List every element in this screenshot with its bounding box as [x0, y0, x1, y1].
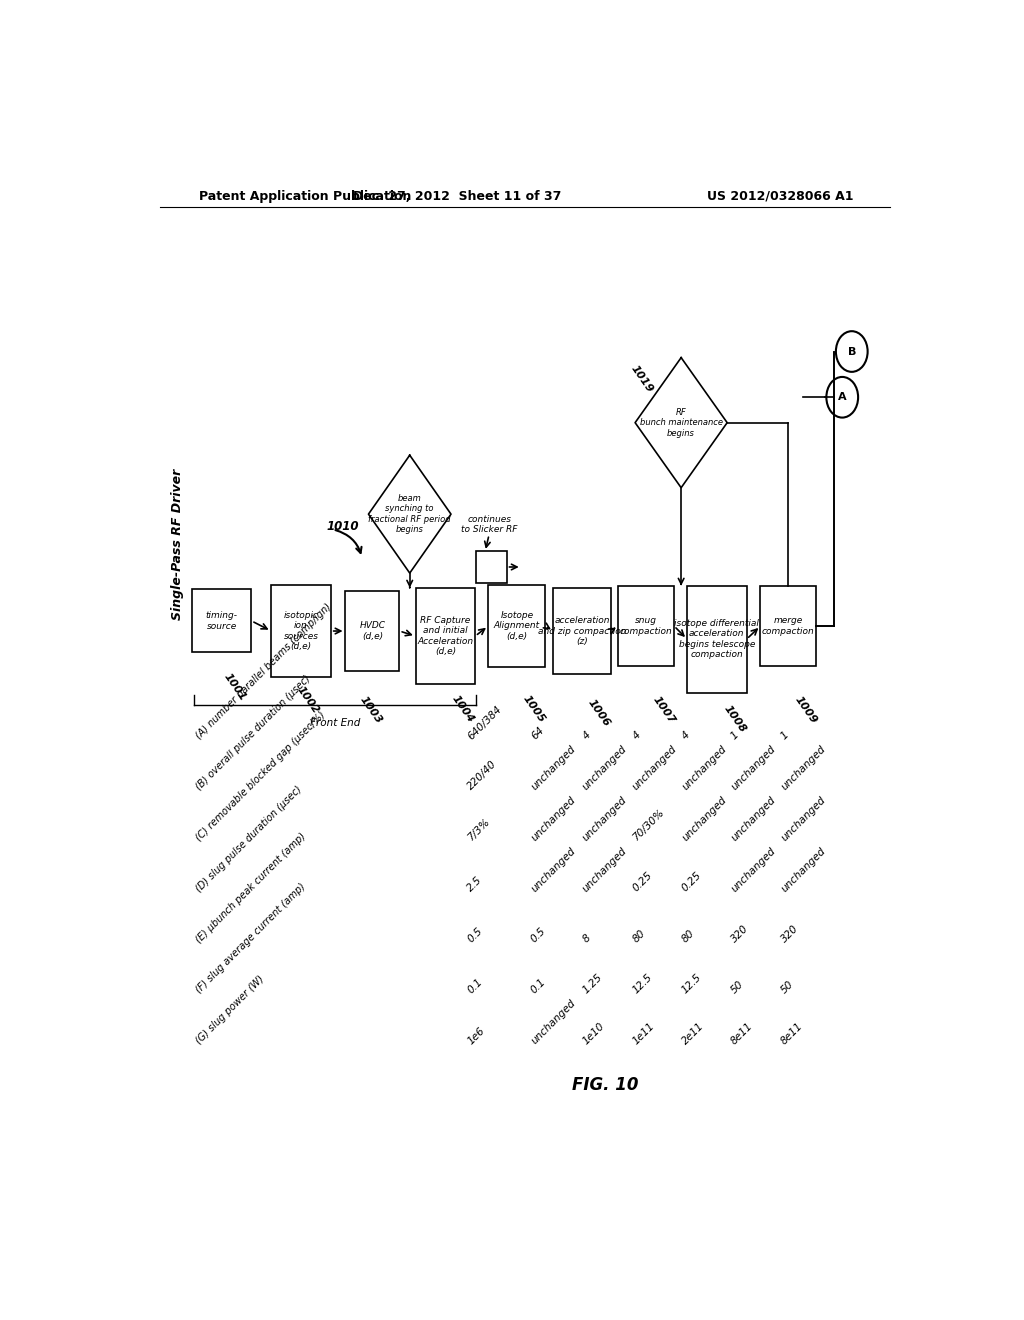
Text: 320: 320 — [729, 924, 751, 945]
Text: acceleration
and zip compaction
(z): acceleration and zip compaction (z) — [538, 616, 627, 645]
Text: 12.5: 12.5 — [680, 972, 703, 995]
Text: (G) slug power (W): (G) slug power (W) — [195, 974, 266, 1047]
Text: 1004: 1004 — [450, 693, 475, 725]
Text: 8: 8 — [581, 933, 593, 945]
Text: A: A — [838, 392, 847, 403]
Text: (A) number parallel beams (comp/ign): (A) number parallel beams (comp/ign) — [195, 602, 334, 742]
Text: (E) μbunch peak current (amp): (E) μbunch peak current (amp) — [195, 830, 308, 945]
Text: HVDC
(d,e): HVDC (d,e) — [359, 622, 385, 640]
Text: Front End: Front End — [309, 718, 359, 729]
Text: unchanged: unchanged — [631, 744, 679, 792]
FancyBboxPatch shape — [618, 586, 674, 665]
Text: beam
synching to
fractional RF period
begins: beam synching to fractional RF period be… — [369, 494, 451, 535]
Text: Isotope
Alignment
(d,e): Isotope Alignment (d,e) — [494, 611, 540, 640]
Text: 1e11: 1e11 — [631, 1020, 656, 1047]
Text: 2.5: 2.5 — [466, 875, 484, 894]
Text: (C) removable blocked gap (μsec/%): (C) removable blocked gap (μsec/%) — [195, 710, 328, 843]
Text: 50: 50 — [729, 979, 745, 995]
Text: unchanged: unchanged — [581, 795, 629, 843]
Text: unchanged: unchanged — [779, 744, 827, 792]
Text: (B) overall pulse duration (μsec): (B) overall pulse duration (μsec) — [195, 673, 312, 792]
Text: 80: 80 — [680, 928, 696, 945]
Text: 4: 4 — [581, 730, 593, 742]
FancyBboxPatch shape — [488, 585, 546, 667]
Text: unchanged: unchanged — [729, 846, 777, 894]
FancyBboxPatch shape — [345, 591, 399, 671]
Text: 64: 64 — [529, 725, 546, 742]
Text: 1002: 1002 — [295, 685, 321, 715]
Text: 0.1: 0.1 — [529, 977, 548, 995]
FancyBboxPatch shape — [761, 586, 816, 665]
Text: 70/30%: 70/30% — [631, 808, 666, 843]
Text: unchanged: unchanged — [779, 795, 827, 843]
Text: isotopic
ion
sources
(d,e): isotopic ion sources (d,e) — [284, 611, 318, 651]
Text: 1019: 1019 — [629, 364, 654, 395]
Text: (D) slug pulse duration (μsec): (D) slug pulse duration (μsec) — [195, 784, 304, 894]
Text: 220/40: 220/40 — [466, 759, 499, 792]
Text: 4: 4 — [680, 730, 692, 742]
Text: 1003: 1003 — [358, 694, 384, 725]
Text: 12.5: 12.5 — [631, 972, 654, 995]
Text: unchanged: unchanged — [529, 846, 578, 894]
FancyBboxPatch shape — [271, 585, 331, 677]
Text: isotope differential
acceleration
begins telescope
compaction: isotope differential acceleration begins… — [675, 619, 759, 659]
Text: 0.5: 0.5 — [466, 925, 484, 945]
Text: snug
compaction: snug compaction — [620, 616, 673, 636]
Text: 1009: 1009 — [793, 694, 819, 725]
Text: Patent Application Publication: Patent Application Publication — [200, 190, 412, 202]
Text: unchanged: unchanged — [680, 744, 728, 792]
Text: 1005: 1005 — [521, 693, 547, 725]
Text: 1e10: 1e10 — [581, 1020, 606, 1047]
Text: 80: 80 — [631, 928, 647, 945]
Text: (F) slug average current (amp): (F) slug average current (amp) — [195, 882, 308, 995]
Text: unchanged: unchanged — [729, 795, 777, 843]
Text: 1006: 1006 — [586, 697, 612, 729]
Text: unchanged: unchanged — [529, 795, 578, 843]
Text: unchanged: unchanged — [581, 846, 629, 894]
Text: continues
to Slicker RF: continues to Slicker RF — [461, 515, 517, 535]
Text: 1.25: 1.25 — [581, 972, 604, 995]
Text: unchanged: unchanged — [779, 846, 827, 894]
Text: 0.25: 0.25 — [680, 870, 703, 894]
Text: 7/3%: 7/3% — [466, 817, 492, 843]
Text: US 2012/0328066 A1: US 2012/0328066 A1 — [708, 190, 854, 202]
Text: 1: 1 — [779, 730, 791, 742]
Text: RF Capture
and initial
Acceleration
(d,e): RF Capture and initial Acceleration (d,e… — [418, 616, 473, 656]
FancyBboxPatch shape — [553, 587, 610, 675]
Text: unchanged: unchanged — [529, 744, 578, 792]
FancyBboxPatch shape — [416, 587, 475, 684]
Text: unchanged: unchanged — [680, 795, 728, 843]
Text: 1: 1 — [729, 730, 741, 742]
Text: B: B — [848, 347, 856, 356]
Text: 320: 320 — [779, 924, 801, 945]
Text: 1e6: 1e6 — [466, 1026, 486, 1047]
Text: 1010: 1010 — [326, 520, 358, 533]
Text: timing-
source: timing- source — [206, 611, 238, 631]
Text: unchanged: unchanged — [529, 998, 578, 1047]
Text: Dec. 27, 2012  Sheet 11 of 37: Dec. 27, 2012 Sheet 11 of 37 — [353, 190, 561, 202]
Text: FIG. 10: FIG. 10 — [572, 1076, 639, 1094]
Text: 1008: 1008 — [722, 704, 748, 734]
Text: 1001: 1001 — [221, 672, 248, 702]
Text: 2e11: 2e11 — [680, 1020, 706, 1047]
Text: unchanged: unchanged — [729, 744, 777, 792]
FancyBboxPatch shape — [191, 589, 252, 652]
Text: merge
compaction: merge compaction — [762, 616, 815, 636]
FancyBboxPatch shape — [687, 586, 746, 693]
Text: 0.5: 0.5 — [529, 925, 548, 945]
Text: 8e11: 8e11 — [729, 1020, 755, 1047]
Text: RF
bunch maintenance
begins: RF bunch maintenance begins — [640, 408, 723, 437]
Text: 8e11: 8e11 — [779, 1020, 805, 1047]
FancyBboxPatch shape — [476, 550, 507, 583]
Text: 4: 4 — [631, 730, 642, 742]
Text: Single-Pass RF Driver: Single-Pass RF Driver — [171, 469, 183, 620]
Text: 0.25: 0.25 — [631, 870, 654, 894]
Text: 0.1: 0.1 — [466, 977, 484, 995]
Text: 640/384: 640/384 — [466, 704, 504, 742]
Text: 1007: 1007 — [651, 694, 677, 725]
Text: unchanged: unchanged — [581, 744, 629, 792]
Text: 50: 50 — [779, 979, 796, 995]
